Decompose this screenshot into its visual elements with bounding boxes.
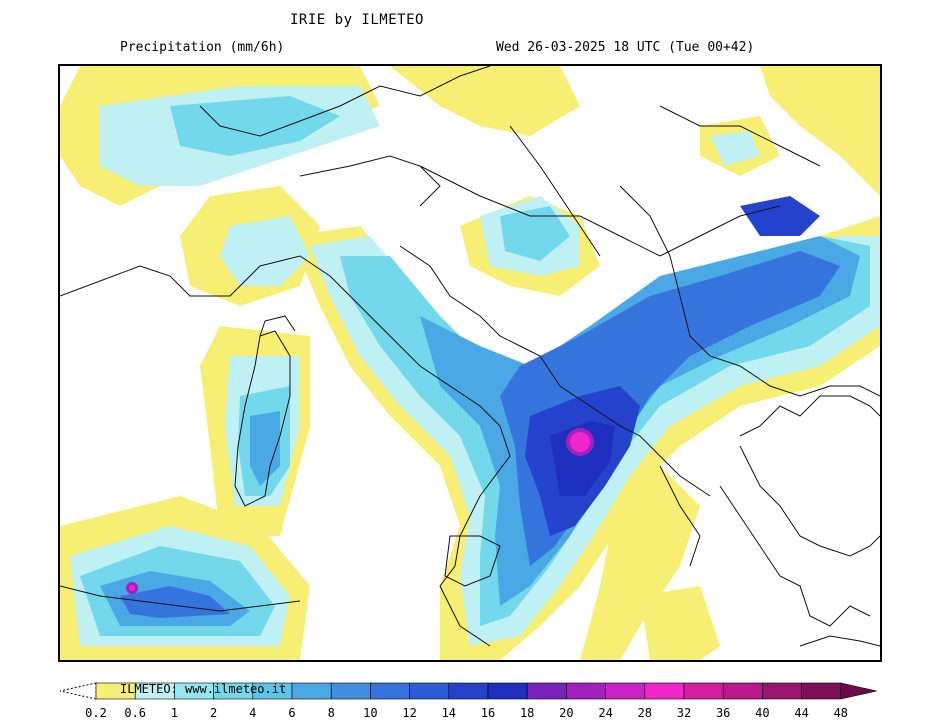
map-canvas bbox=[60, 66, 880, 660]
legend-tick-label: 6 bbox=[288, 706, 296, 720]
legend-tick-label: 8 bbox=[327, 706, 335, 720]
legend-swatch bbox=[801, 682, 842, 700]
legend-tick-label: 12 bbox=[402, 706, 417, 720]
legend-swatch bbox=[683, 682, 724, 700]
legend-overshoot bbox=[840, 682, 877, 700]
legend-tick-label: 40 bbox=[755, 706, 770, 720]
legend-tick-label: 24 bbox=[598, 706, 613, 720]
legend-tick-label: 14 bbox=[441, 706, 457, 720]
legend-credit: ILMETEO: www.ilmeteo.it bbox=[120, 682, 287, 696]
legend-swatch bbox=[370, 682, 410, 700]
legend-tick-label: 32 bbox=[676, 706, 692, 720]
legend-swatch bbox=[448, 682, 489, 700]
legend-tick-label: 10 bbox=[363, 706, 378, 720]
legend-swatch bbox=[566, 682, 606, 700]
legend-swatch bbox=[722, 682, 763, 700]
legend-swatch bbox=[762, 682, 802, 700]
legend-swatch bbox=[409, 682, 450, 700]
legend-tick-label: 2 bbox=[209, 706, 218, 720]
legend-tick-label: 4 bbox=[249, 706, 257, 720]
legend-tick-label: 16 bbox=[480, 706, 496, 720]
legend-swatch bbox=[526, 682, 567, 700]
legend-tick-label: 44 bbox=[794, 706, 809, 720]
coastlines bbox=[60, 66, 880, 647]
legend-colorbar bbox=[59, 682, 877, 700]
legend-tick-label: 20 bbox=[559, 706, 574, 720]
variable-label: Precipitation (mm/6h) bbox=[120, 40, 285, 55]
legend-swatch bbox=[291, 682, 332, 700]
legend-tick-label: 0.2 bbox=[85, 706, 107, 720]
legend-swatch bbox=[330, 682, 371, 700]
valid-time-label: Wed 26-03-2025 18 UTC (Tue 00+42) bbox=[496, 40, 755, 55]
legend-swatch bbox=[487, 682, 528, 700]
precip-extreme-areas bbox=[126, 428, 594, 594]
map-title: IRIE by ILMETEO bbox=[290, 12, 424, 28]
legend-tick-label: 0.6 bbox=[124, 706, 147, 720]
legend-tick-label: 18 bbox=[519, 706, 535, 720]
legend-tick-label: 36 bbox=[715, 706, 731, 720]
legend-swatch bbox=[605, 682, 646, 700]
precipitation-map bbox=[58, 64, 882, 662]
legend-undershoot bbox=[59, 682, 97, 700]
legend-tick-label: 1 bbox=[170, 706, 179, 720]
legend-swatch bbox=[644, 682, 685, 700]
legend-tick-label: 48 bbox=[833, 706, 849, 720]
legend-tick-label: 28 bbox=[637, 706, 653, 720]
